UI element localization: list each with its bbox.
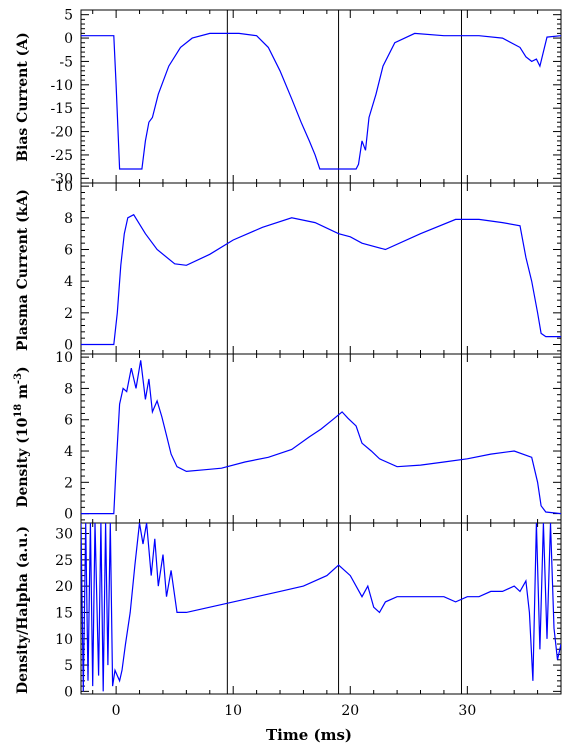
xtick-label: 20: [341, 703, 359, 719]
bias-series-line: [81, 32, 561, 170]
bias-ytick-label: -25: [50, 148, 73, 164]
bias-ytick-label: 5: [64, 8, 73, 24]
bias-ytick-label: -10: [50, 78, 73, 94]
bias-ytick-label: -20: [50, 125, 73, 141]
density-ytick-label: 10: [55, 350, 73, 366]
plasma-current-panel: 0 2 4 6 8 10: [55, 179, 562, 355]
density-ylabel-suffix: ): [15, 366, 31, 373]
ratio-ytick-label: 0: [64, 684, 73, 700]
bias-current-panel: 5 0 -5 -10 -15 -20 -25 -30: [50, 8, 562, 187]
bias-frame: [80, 9, 562, 184]
ratio-ytick-label: 30: [55, 527, 73, 543]
x-axis-title: Time (ms): [266, 726, 352, 744]
density-ylabel-mid: m: [15, 384, 31, 404]
density-ytick-label: 0: [64, 507, 73, 523]
plasma-series-line: [81, 213, 561, 346]
density-series-line: [81, 360, 561, 515]
plasma-ytick-label: 10: [55, 179, 73, 195]
bias-ytick-label: -15: [50, 101, 73, 117]
ratio-ytick-label: 10: [55, 632, 73, 648]
density-frame: [80, 353, 562, 524]
density-panel: 0 2 4 6 8 10: [55, 350, 562, 524]
density-ytick-label: 8: [64, 381, 73, 397]
ratio-frame: [80, 522, 562, 695]
bias-ytick-label: 0: [64, 31, 73, 47]
plasma-ytick-label: 8: [64, 211, 73, 227]
density-ylabel-prefix: Density (10: [15, 417, 31, 507]
density-ylabel-exp1: 18: [13, 404, 24, 418]
plasma-current-ylabel: Plasma Current (kA): [15, 189, 31, 351]
plasma-ytick-label: 0: [64, 338, 73, 354]
xtick-label: 10: [224, 703, 242, 719]
density-ytick-label: 2: [64, 475, 73, 491]
bias-ytick-label: -30: [50, 171, 73, 187]
xtick-label: 30: [458, 703, 476, 719]
density-halpha-ylabel: Density/Halpha (a.u.): [15, 526, 31, 694]
ratio-ytick-label: 5: [64, 658, 73, 674]
bias-current-ylabel: Bias Current (A): [15, 32, 31, 162]
density-ytick-label: 6: [64, 413, 73, 429]
xtick-label: 0: [112, 703, 121, 719]
bias-ytick-label: -5: [59, 54, 73, 70]
density-ylabel-exp2: -3: [13, 373, 24, 384]
density-ylabel: Density (1018 m-3): [13, 366, 31, 507]
ratio-ytick-label: 15: [55, 605, 73, 621]
ratio-ytick-label: 20: [55, 579, 73, 595]
ratio-ytick-label: 25: [55, 553, 73, 569]
density-halpha-panel: 0 5 10 15 20 25 30: [55, 522, 562, 700]
plasma-ytick-label: 6: [64, 243, 73, 259]
density-ytick-label: 4: [64, 444, 73, 460]
plasma-frame: [80, 182, 562, 355]
ratio-series-line: [81, 523, 561, 692]
plasma-ytick-label: 4: [64, 274, 73, 290]
plasma-ytick-label: 2: [64, 306, 73, 322]
